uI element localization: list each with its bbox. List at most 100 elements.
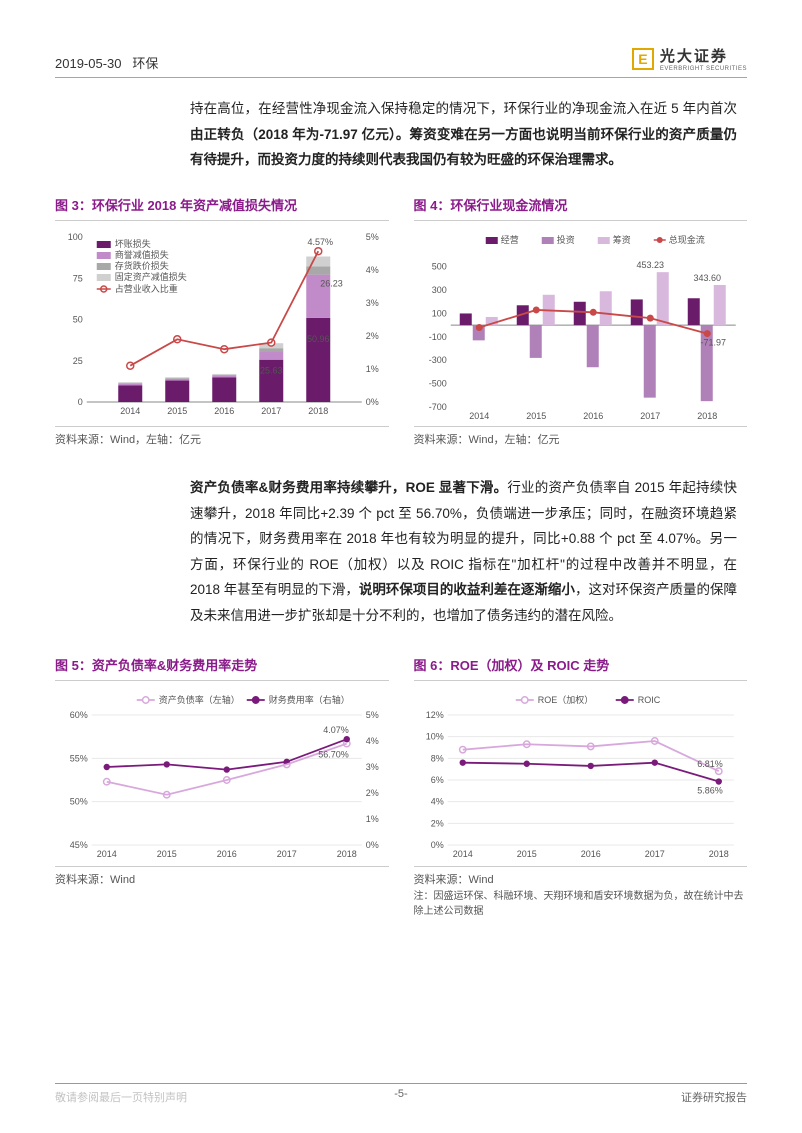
svg-text:45%: 45%	[70, 840, 88, 850]
svg-text:0: 0	[78, 397, 83, 407]
svg-text:56.70%: 56.70%	[318, 749, 349, 759]
svg-text:2016: 2016	[214, 406, 234, 416]
svg-text:6%: 6%	[430, 775, 443, 785]
svg-text:-500: -500	[428, 379, 446, 389]
fig6-title: 图 6：ROE（加权）及 ROIC 走势	[414, 655, 748, 681]
svg-text:8%: 8%	[430, 753, 443, 763]
svg-text:2%: 2%	[366, 331, 379, 341]
svg-text:26.23: 26.23	[320, 278, 343, 288]
svg-text:4.57%: 4.57%	[307, 237, 333, 247]
svg-text:2014: 2014	[452, 849, 472, 859]
svg-text:2015: 2015	[526, 411, 546, 421]
svg-text:筹资: 筹资	[612, 234, 630, 245]
svg-text:2016: 2016	[217, 849, 237, 859]
svg-text:2018: 2018	[308, 406, 328, 416]
footer-left: 敬请参阅最后一页特别声明	[55, 1089, 187, 1105]
svg-text:0%: 0%	[366, 397, 379, 407]
svg-text:4%: 4%	[366, 736, 379, 746]
svg-text:-700: -700	[428, 402, 446, 412]
svg-text:55%: 55%	[70, 753, 88, 763]
svg-text:2017: 2017	[644, 849, 664, 859]
svg-text:60%: 60%	[70, 710, 88, 720]
svg-text:2018: 2018	[697, 411, 717, 421]
svg-text:坏账损失: 坏账损失	[115, 238, 151, 249]
fig3-title: 图 3：环保行业 2018 年资产减值损失情况	[55, 195, 389, 221]
header-sector: 环保	[132, 56, 158, 71]
paragraph-2: 资产负债率&财务费用率持续攀升，ROE 显著下滑。行业的资产负债率自 2015 …	[190, 475, 737, 629]
svg-text:5%: 5%	[366, 710, 379, 720]
fig4-title: 图 4：环保行业现金流情况	[414, 195, 748, 221]
svg-text:1%: 1%	[366, 364, 379, 374]
svg-text:50: 50	[73, 314, 83, 324]
svg-text:2016: 2016	[580, 849, 600, 859]
paragraph-1: 持在高位，在经营性净现金流入保持稳定的情况下，环保行业的净现金流入在近 5 年内…	[190, 96, 737, 173]
svg-text:2015: 2015	[167, 406, 187, 416]
fig3-source: 资料来源：Wind，左轴：亿元	[55, 426, 389, 447]
fig5-title: 图 5：资产负债率&财务费用率走势	[55, 655, 389, 681]
header-date: 2019-05-30	[55, 56, 122, 71]
svg-text:343.60: 343.60	[693, 273, 721, 283]
svg-text:2%: 2%	[430, 818, 443, 828]
svg-text:投资: 投资	[556, 234, 574, 245]
fig6-note: 注：因盛运环保、科融环境、天翔环境和盾安环境数据为负，故在统计中去除上述公司数据	[414, 889, 748, 919]
svg-text:0%: 0%	[366, 840, 379, 850]
svg-text:5%: 5%	[366, 232, 379, 242]
svg-text:2%: 2%	[366, 788, 379, 798]
fig5-source: 资料来源：Wind	[55, 866, 389, 887]
svg-text:商誉减值损失: 商誉减值损失	[115, 249, 169, 260]
svg-text:ROE（加权）: ROE（加权）	[537, 694, 593, 705]
footer-right: 证券研究报告	[681, 1089, 747, 1105]
svg-text:固定资产减值损失: 固定资产减值损失	[115, 271, 187, 282]
svg-text:50%: 50%	[70, 796, 88, 806]
svg-text:10%: 10%	[425, 731, 443, 741]
svg-text:2017: 2017	[640, 411, 660, 421]
svg-text:100: 100	[68, 232, 83, 242]
svg-text:100: 100	[431, 308, 446, 318]
fig6-chart: ROE（加权） ROIC 0% 2% 4% 6% 8% 10% 12% 2014 2015 2016 2…	[414, 687, 748, 862]
brand-name-en: EVERBRIGHT SECURITIES	[660, 66, 747, 72]
page-header: 2019-05-30 环保 E 光大证券 EVERBRIGHT SECURITI…	[55, 45, 747, 78]
svg-text:资产负债率（左轴）: 资产负债率（左轴）	[159, 694, 240, 705]
svg-text:2017: 2017	[261, 406, 281, 416]
fig4-source: 资料来源：Wind，左轴：亿元	[414, 426, 748, 447]
svg-text:2018: 2018	[708, 849, 728, 859]
svg-text:3%: 3%	[366, 298, 379, 308]
svg-text:财务费用率（右轴）: 财务费用率（右轴）	[269, 694, 350, 705]
svg-text:2014: 2014	[120, 406, 140, 416]
svg-text:经营: 经营	[500, 234, 518, 245]
svg-text:0%: 0%	[430, 840, 443, 850]
svg-text:25.63: 25.63	[260, 366, 283, 376]
svg-text:75: 75	[73, 273, 83, 283]
fig5-chart: 资产负债率（左轴）财务费用率（右轴）45%50%55%60%0%1%2%3%4%…	[55, 687, 389, 862]
svg-text:ROIC: ROIC	[637, 695, 660, 705]
fig4-chart: 经营 投资 筹资 总现金流 -700 -500 -300 -100 100 300 500 2014 2…	[414, 227, 748, 422]
svg-text:50.96: 50.96	[307, 334, 330, 344]
svg-text:300: 300	[431, 285, 446, 295]
svg-text:2014: 2014	[97, 849, 117, 859]
svg-text:2015: 2015	[516, 849, 536, 859]
svg-text:存货跌价损失: 存货跌价损失	[115, 260, 169, 271]
brand-logo: E 光大证券 EVERBRIGHT SECURITIES	[632, 45, 747, 72]
svg-text:占营业收入比重: 占营业收入比重	[115, 283, 178, 294]
svg-text:2016: 2016	[583, 411, 603, 421]
svg-text:25: 25	[73, 356, 83, 366]
svg-text:4%: 4%	[366, 265, 379, 275]
svg-text:2015: 2015	[157, 849, 177, 859]
svg-text:5.86%: 5.86%	[697, 785, 723, 795]
svg-text:6.81%: 6.81%	[697, 759, 723, 769]
fig6-source: 资料来源：Wind	[414, 866, 748, 887]
svg-text:总现金流: 总现金流	[668, 234, 704, 245]
svg-text:2018: 2018	[337, 849, 357, 859]
svg-text:453.23: 453.23	[636, 260, 664, 270]
brand-name: 光大证券	[660, 45, 747, 66]
svg-text:500: 500	[431, 262, 446, 272]
fig3-chart: 坏账损失商誉减值损失存货跌价损失固定资产减值损失占营业收入比重 0 25 50 75 10…	[55, 227, 389, 422]
svg-text:-300: -300	[428, 355, 446, 365]
svg-text:-100: -100	[428, 332, 446, 342]
svg-text:12%: 12%	[425, 710, 443, 720]
svg-text:3%: 3%	[366, 762, 379, 772]
svg-text:2017: 2017	[277, 849, 297, 859]
svg-text:2014: 2014	[469, 411, 489, 421]
page-footer: 敬请参阅最后一页特别声明 证券研究报告	[55, 1083, 747, 1105]
svg-text:4%: 4%	[430, 796, 443, 806]
